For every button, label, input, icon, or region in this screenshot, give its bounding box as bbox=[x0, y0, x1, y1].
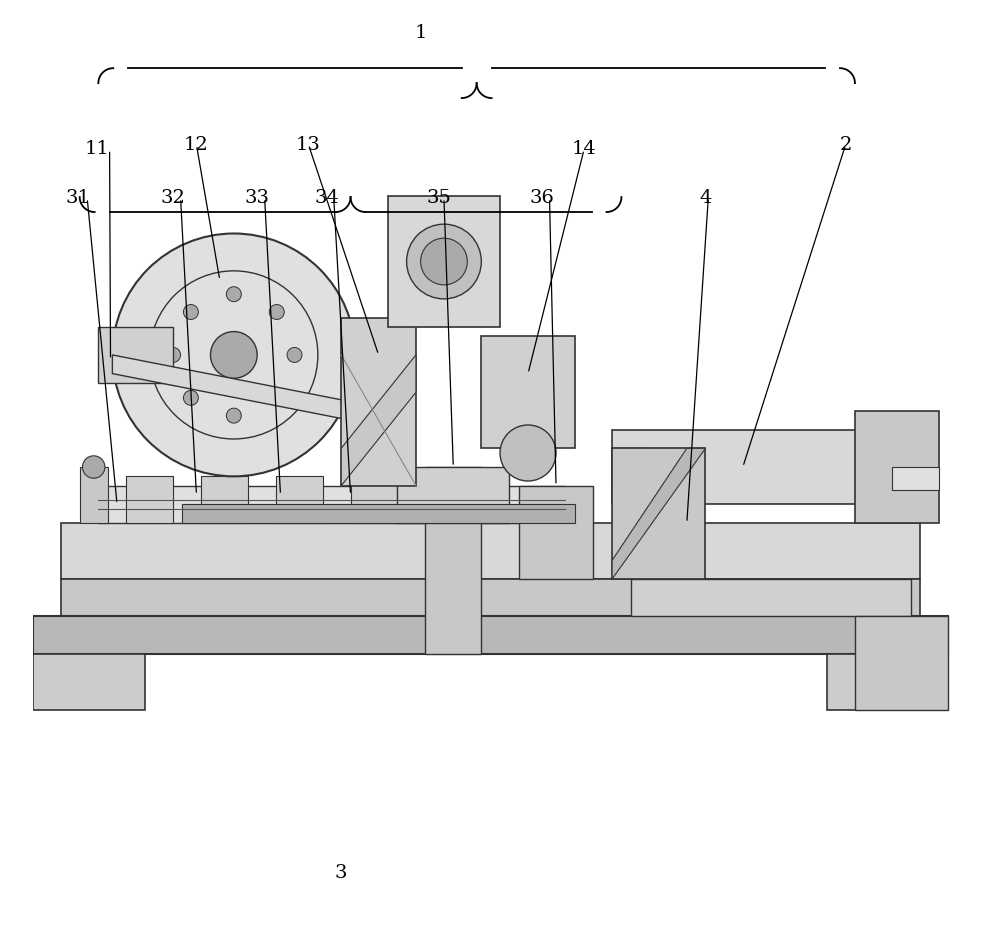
Text: 2: 2 bbox=[839, 135, 852, 154]
Circle shape bbox=[183, 304, 198, 319]
Bar bbox=[351, 476, 397, 523]
Text: 13: 13 bbox=[296, 135, 321, 154]
Bar bbox=[612, 430, 920, 504]
Bar bbox=[388, 196, 500, 327]
Bar bbox=[276, 476, 323, 523]
Bar bbox=[892, 467, 939, 490]
Text: 33: 33 bbox=[245, 189, 270, 207]
Polygon shape bbox=[612, 448, 705, 579]
Bar bbox=[341, 318, 416, 486]
Text: 14: 14 bbox=[572, 140, 596, 159]
Bar bbox=[612, 448, 649, 486]
Text: 3: 3 bbox=[335, 864, 347, 883]
Bar bbox=[519, 486, 593, 579]
Circle shape bbox=[210, 332, 257, 378]
Circle shape bbox=[226, 408, 241, 423]
Text: 36: 36 bbox=[530, 189, 554, 207]
Bar bbox=[481, 336, 575, 448]
Text: 31: 31 bbox=[65, 189, 90, 207]
Text: 34: 34 bbox=[315, 189, 340, 207]
Bar bbox=[855, 616, 948, 710]
Bar bbox=[201, 476, 248, 523]
Bar bbox=[425, 467, 481, 654]
Bar bbox=[33, 654, 145, 710]
Polygon shape bbox=[61, 579, 920, 616]
Text: 1: 1 bbox=[414, 23, 427, 42]
Bar bbox=[80, 467, 108, 523]
Circle shape bbox=[269, 390, 284, 405]
Bar bbox=[98, 327, 173, 383]
Bar bbox=[397, 467, 509, 523]
Circle shape bbox=[407, 224, 481, 299]
Polygon shape bbox=[112, 355, 351, 420]
Bar bbox=[182, 504, 575, 523]
Circle shape bbox=[500, 425, 556, 481]
Text: 4: 4 bbox=[699, 189, 712, 207]
Text: 32: 32 bbox=[161, 189, 186, 207]
Bar bbox=[98, 486, 565, 523]
Circle shape bbox=[183, 390, 198, 405]
Bar bbox=[855, 411, 939, 523]
Polygon shape bbox=[341, 355, 416, 486]
Text: 12: 12 bbox=[184, 135, 209, 154]
Circle shape bbox=[83, 456, 105, 478]
Circle shape bbox=[421, 238, 467, 285]
Bar bbox=[631, 579, 911, 616]
Bar bbox=[612, 448, 705, 579]
Polygon shape bbox=[33, 616, 948, 654]
Text: 11: 11 bbox=[84, 140, 109, 159]
Text: 35: 35 bbox=[427, 189, 452, 207]
Bar bbox=[126, 476, 173, 523]
Circle shape bbox=[166, 347, 181, 362]
Bar bbox=[827, 654, 948, 710]
Circle shape bbox=[226, 287, 241, 302]
Circle shape bbox=[287, 347, 302, 362]
Polygon shape bbox=[61, 523, 920, 579]
Circle shape bbox=[112, 234, 355, 476]
Circle shape bbox=[269, 304, 284, 319]
